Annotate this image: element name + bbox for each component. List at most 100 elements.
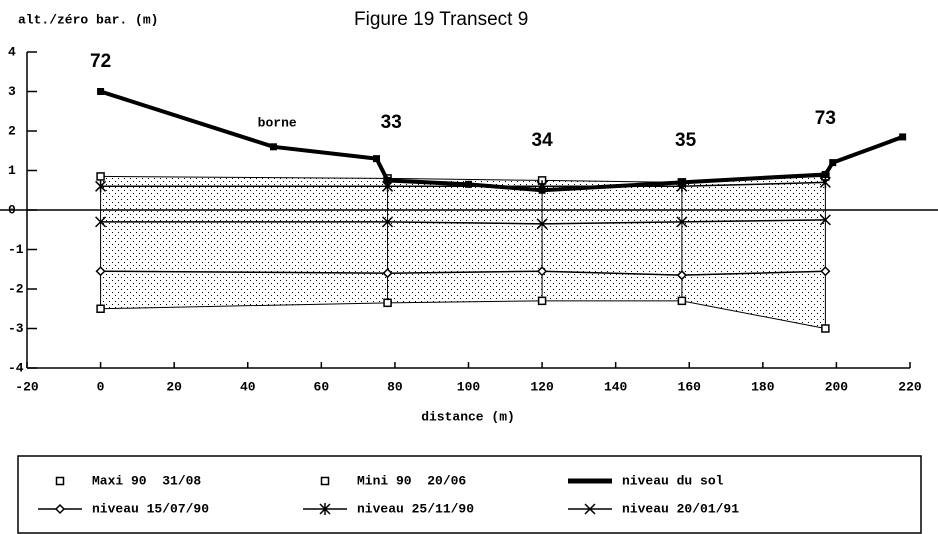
marker <box>821 170 829 178</box>
x-tick-label: 160 <box>678 379 702 394</box>
marker <box>383 298 392 308</box>
marker <box>676 270 687 281</box>
marker <box>95 266 106 277</box>
annotation: 72 <box>90 51 111 72</box>
marker <box>465 180 472 188</box>
y-tick-label: 4 <box>8 44 16 59</box>
asterisk <box>95 180 107 193</box>
y-tick-label: 1 <box>8 163 16 178</box>
marker <box>819 176 831 189</box>
annotation: borne <box>258 116 297 131</box>
annotation: 34 <box>532 130 554 151</box>
y-tick-label: -4 <box>8 360 24 375</box>
legend-label: Maxi 90 31/08 <box>92 473 201 488</box>
marker <box>373 155 381 163</box>
y-tick-label: -1 <box>8 242 24 257</box>
legend-label: niveau 20/01/91 <box>622 501 739 516</box>
x-tick-label: 220 <box>898 379 922 394</box>
cross <box>676 216 688 228</box>
marker <box>382 268 393 279</box>
marker <box>819 214 831 226</box>
marker <box>97 88 105 95</box>
x-tick-label: 40 <box>240 379 256 394</box>
marker <box>676 180 688 193</box>
marker <box>96 172 105 181</box>
marker <box>584 503 596 515</box>
square <box>829 159 837 167</box>
legend-label: niveau 15/07/90 <box>92 501 209 516</box>
marker <box>95 180 107 193</box>
asterisk <box>676 180 688 193</box>
x-tick-label: 140 <box>604 379 628 394</box>
square <box>899 133 907 141</box>
x-axis-title: distance (m) <box>421 409 515 424</box>
square <box>96 172 105 181</box>
marker <box>270 143 278 151</box>
cross <box>382 216 394 228</box>
x-tick-label: -20 <box>15 379 39 394</box>
asterisk <box>536 180 548 193</box>
diamond <box>382 268 393 279</box>
legend-label: niveau 25/11/90 <box>357 501 474 516</box>
marker <box>820 266 831 277</box>
marker <box>320 476 330 486</box>
marker <box>95 216 107 228</box>
marker <box>677 296 687 306</box>
annotation: 73 <box>815 108 836 129</box>
cross <box>536 218 548 230</box>
asterisk <box>819 176 831 189</box>
marker <box>676 216 688 228</box>
marker <box>55 476 65 486</box>
x-tick-label: 100 <box>457 379 481 394</box>
marker <box>821 324 830 333</box>
marker <box>319 503 331 515</box>
diamond <box>820 266 831 277</box>
legend-label: niveau du sol <box>622 473 724 488</box>
legend-box <box>17 455 922 534</box>
square <box>677 296 687 306</box>
y-tick-label: 0 <box>8 202 16 217</box>
y-tick-label: 2 <box>8 123 16 138</box>
diamond <box>537 266 548 277</box>
x-tick-label: 80 <box>387 379 403 394</box>
square <box>96 304 105 313</box>
annotation: 35 <box>675 130 697 151</box>
x-tick-label: 20 <box>166 379 182 394</box>
x-tick-label: 180 <box>751 379 775 394</box>
marker <box>899 133 907 141</box>
marker <box>537 296 547 306</box>
legend-label: Mini 90 20/06 <box>357 473 466 488</box>
square <box>270 143 278 151</box>
x-tick-label: 0 <box>97 379 105 394</box>
square <box>821 324 830 333</box>
series-line <box>99 89 904 193</box>
marker <box>537 266 548 277</box>
marker <box>54 503 66 515</box>
square <box>383 298 392 308</box>
diamond <box>54 503 66 515</box>
asterisk <box>382 180 394 193</box>
y-tick-label: -2 <box>8 281 24 296</box>
marker <box>536 218 548 230</box>
marker <box>382 216 394 228</box>
diamond <box>95 266 106 277</box>
asterisk <box>319 503 331 515</box>
diamond <box>676 270 687 281</box>
chart-title: Figure 19 Transect 9 <box>354 9 528 30</box>
square <box>373 155 381 163</box>
band-fill <box>100 176 826 329</box>
marker <box>536 180 548 193</box>
square <box>821 170 829 178</box>
annotation: 33 <box>381 112 402 133</box>
x-tick-label: 60 <box>314 379 330 394</box>
square <box>55 476 65 486</box>
x-tick-label: 200 <box>825 379 849 394</box>
square <box>465 180 472 188</box>
y-tick-label: 3 <box>8 84 16 99</box>
marker <box>382 180 394 193</box>
y-axis-title: alt./zéro bar. (m) <box>18 12 158 27</box>
square <box>320 476 330 486</box>
square <box>537 296 547 306</box>
cross <box>95 216 107 228</box>
